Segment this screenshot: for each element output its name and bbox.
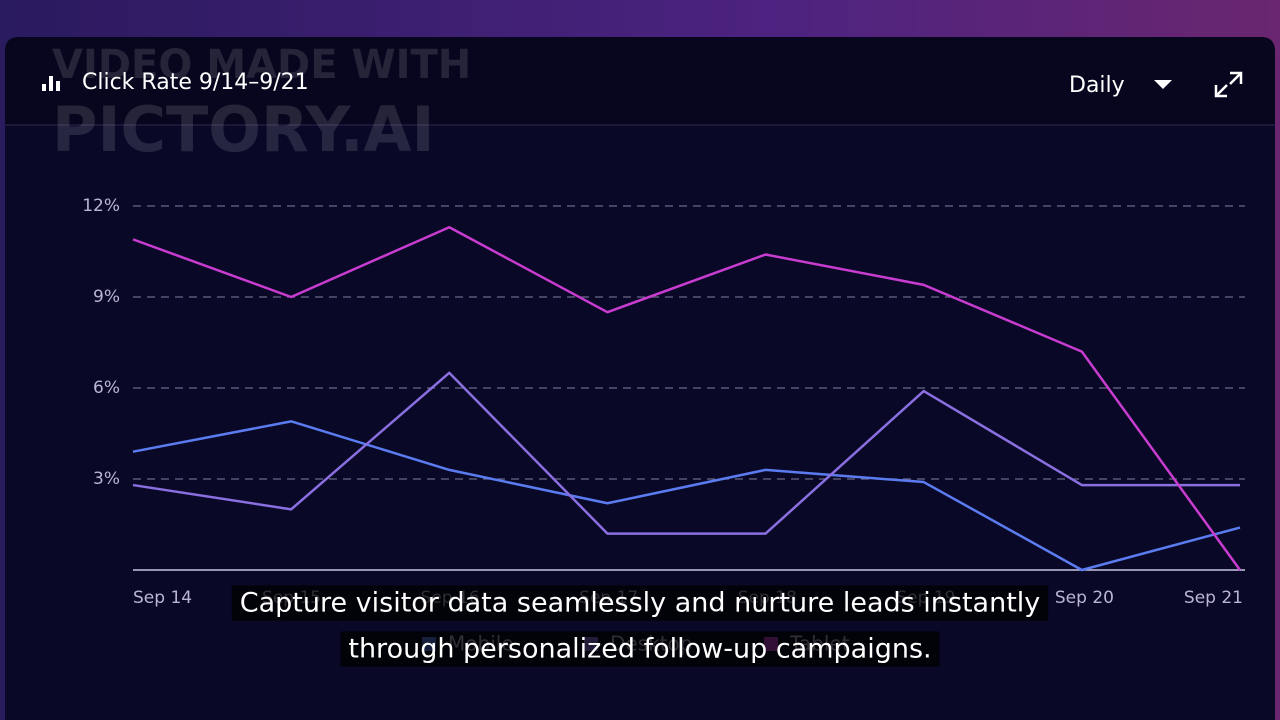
period-select[interactable]: Daily [1069, 73, 1125, 98]
caption: Capture visitor data seamlessly and nurt… [240, 588, 1041, 619]
watermark: VIDEO MADE WITH [52, 42, 471, 88]
caption: through personalized follow-up campaigns… [348, 634, 931, 665]
expand-icon[interactable] [1214, 71, 1243, 98]
chart-title: Click Rate 9/14–9/21 [82, 70, 309, 95]
y-tick-label: 6% [93, 378, 120, 398]
caption-box [231, 585, 1049, 621]
x-tick-label: Sep 14 [133, 588, 192, 608]
watermark: PICTORY.AI [52, 93, 435, 166]
y-tick-label: 3% [93, 469, 120, 489]
data-line [132, 371, 1240, 535]
caption-box [340, 631, 940, 667]
y-tick-label: 9% [93, 287, 120, 307]
card-header [5, 37, 1275, 125]
card [5, 37, 1275, 720]
y-tick-label: 12% [82, 196, 120, 216]
data-line [132, 225, 1242, 571]
data-line [132, 420, 1241, 572]
x-tick-label: Sep 20 [1055, 588, 1114, 608]
chart-icon [42, 76, 60, 91]
dropdown-arrow[interactable] [1154, 80, 1172, 89]
x-tick-label: Sep 21 [1184, 588, 1243, 608]
